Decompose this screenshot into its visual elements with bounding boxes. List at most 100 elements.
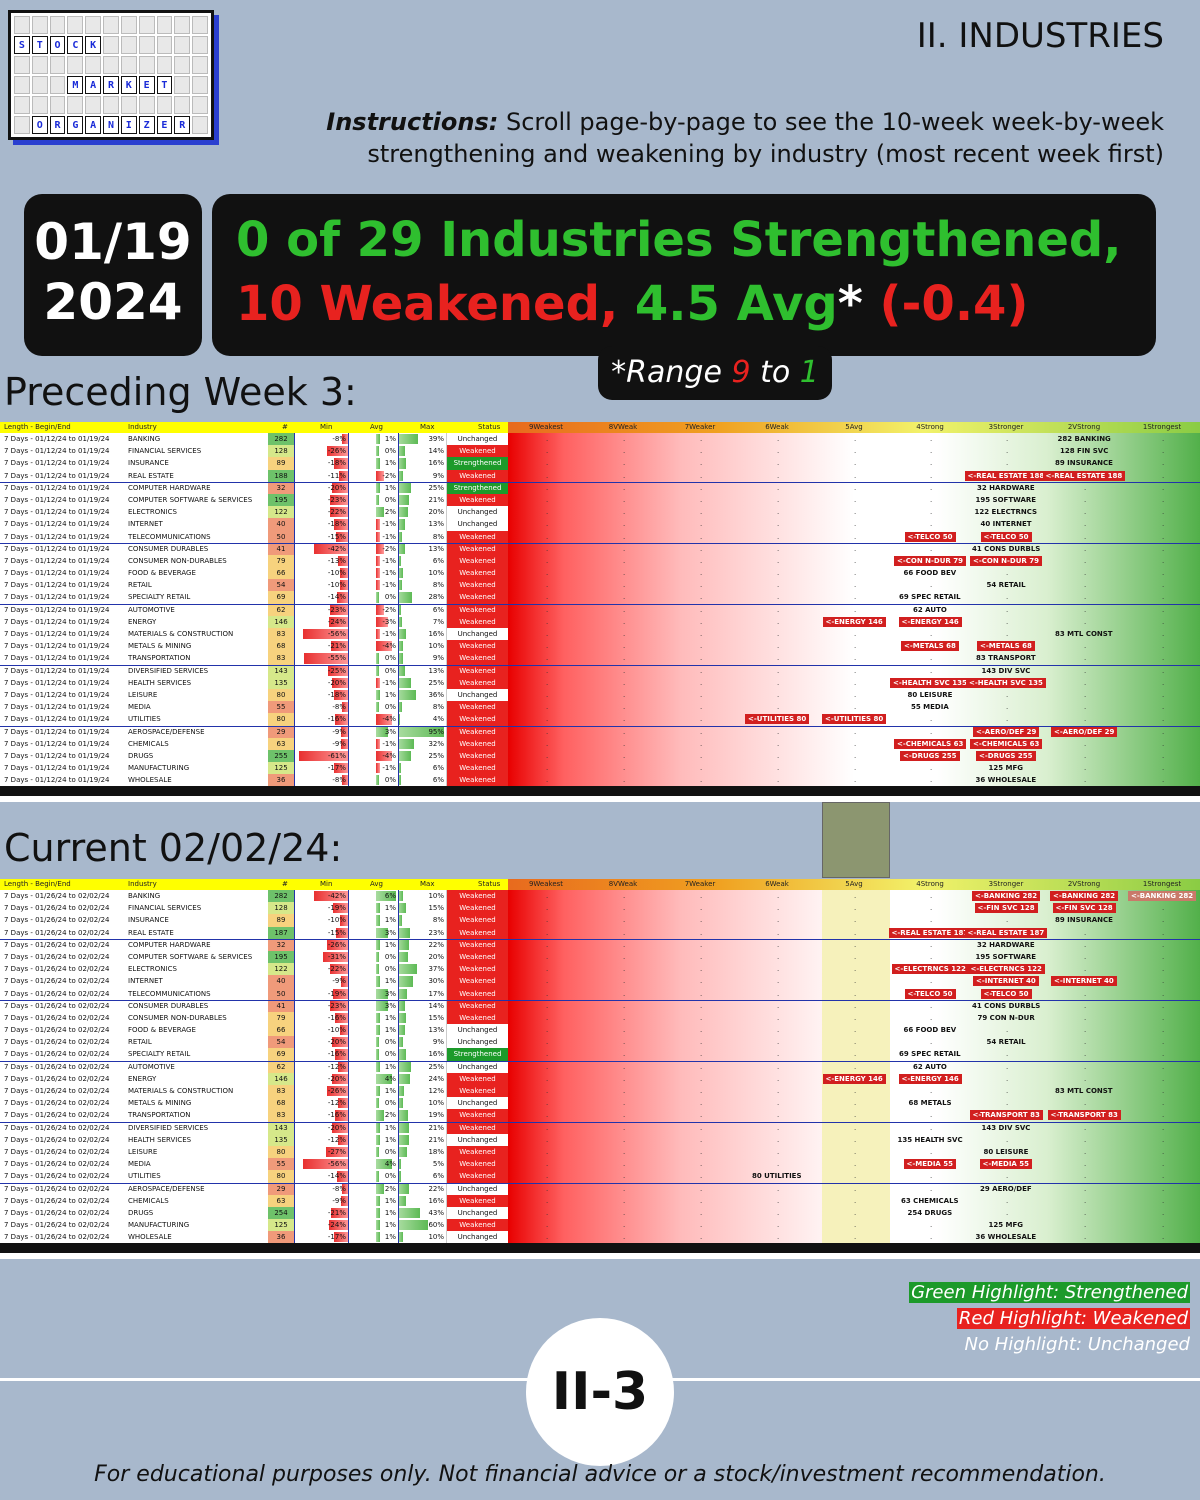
empty-rank-marker: . xyxy=(546,1087,549,1095)
group-divider xyxy=(0,1060,1200,1062)
empty-rank-marker: . xyxy=(700,776,703,785)
empty-rank-marker: . xyxy=(930,1147,933,1156)
empty-rank-marker: . xyxy=(1084,593,1087,602)
empty-rank-marker: . xyxy=(1084,1135,1087,1144)
rank-label: 83 MTL CONST xyxy=(1055,1087,1113,1095)
max-value: 22% xyxy=(428,940,444,949)
min-value: -42% xyxy=(327,544,346,553)
empty-rank-marker: . xyxy=(623,544,626,553)
empty-rank-marker: . xyxy=(854,556,857,565)
status-cell: Weakened xyxy=(446,530,508,543)
column-header: Avg xyxy=(370,880,383,888)
status-cell: Unchanged xyxy=(446,688,508,702)
max-bar xyxy=(398,1183,409,1194)
empty-rank-marker: . xyxy=(700,1013,703,1022)
status-cell: Weakened xyxy=(446,1121,508,1134)
avg-value: 1% xyxy=(384,1208,396,1217)
empty-rank-marker: . xyxy=(854,605,857,614)
column-header: # xyxy=(282,423,288,431)
empty-rank-marker: . xyxy=(700,666,703,675)
avg-value: 0% xyxy=(384,776,396,785)
avg-bar xyxy=(376,555,380,567)
avg-cell: 0% xyxy=(348,1097,398,1109)
min-cell: -56% xyxy=(294,628,348,640)
rank-label: 282 BANKING xyxy=(1057,435,1111,443)
industry-cell: FOOD & BEVERAGE xyxy=(128,1026,196,1035)
count-cell: 146 xyxy=(268,1072,294,1085)
empty-rank-marker: . xyxy=(1006,916,1009,925)
industry-cell: TELECOMMUNICATIONS xyxy=(128,989,211,998)
avg-bar xyxy=(376,988,388,999)
empty-rank-marker: . xyxy=(1084,654,1087,663)
empty-rank-marker: . xyxy=(700,581,703,590)
empty-rank-marker: . xyxy=(1006,1208,1009,1217)
avg-value: 1% xyxy=(384,1123,396,1132)
avg-value: 1% xyxy=(384,904,396,913)
status-cell: Weakened xyxy=(446,926,508,939)
max-cell: 21% xyxy=(398,1134,446,1146)
status-cell: Unchanged xyxy=(446,518,508,531)
empty-rank-marker: . xyxy=(1162,928,1165,937)
min-value: -10% xyxy=(327,581,346,590)
empty-rank-marker: . xyxy=(1084,703,1087,712)
table-row: 7 Days - 01/12/24 to 01/19/24 COMPUTER HA… xyxy=(0,481,1200,494)
table-row: 7 Days - 01/12/24 to 01/19/24 FOOD & BEVE… xyxy=(0,567,1200,580)
min-value: -26% xyxy=(327,940,346,949)
avg-value: 0% xyxy=(384,952,396,961)
table-row: 7 Days - 01/12/24 to 01/19/24 DRUGS 255 -61… xyxy=(0,749,1200,763)
period-cell: 7 Days - 01/26/24 to 02/02/24 xyxy=(4,916,110,925)
logo-letter-cell xyxy=(174,56,191,74)
max-cell: 21% xyxy=(398,494,446,506)
table-row: 7 Days - 01/12/24 to 01/19/24 AUTOMOTIVE 6… xyxy=(0,603,1200,616)
max-cell: 30% xyxy=(398,975,446,987)
min-value: -13% xyxy=(327,556,346,565)
avg-value: 1% xyxy=(384,1221,396,1230)
empty-rank-marker: . xyxy=(1162,1221,1165,1230)
rank-move-tag: <-TELCO 50 xyxy=(904,988,956,999)
industry-cell: HEALTH SERVICES xyxy=(128,678,192,687)
status-cell: Unchanged xyxy=(446,1060,508,1073)
min-bar xyxy=(299,750,348,762)
empty-rank-marker: . xyxy=(930,1123,933,1132)
max-value: 6% xyxy=(432,1172,444,1181)
status-cell: Weakened xyxy=(446,554,508,568)
empty-rank-marker: . xyxy=(1006,447,1009,456)
table-row: 7 Days - 01/26/24 to 02/02/24 MATERIALS &… xyxy=(0,1085,1200,1098)
empty-rank-marker: . xyxy=(546,892,549,900)
rank-move-tag: <-UTILITIES 80 xyxy=(822,714,887,725)
column-divider xyxy=(348,433,349,787)
min-value: -12% xyxy=(327,1099,346,1108)
empty-rank-marker: . xyxy=(777,630,780,638)
period-cell: 7 Days - 01/26/24 to 02/02/24 xyxy=(4,1087,110,1095)
max-bar xyxy=(398,580,402,591)
empty-rank-marker: . xyxy=(1162,654,1165,663)
empty-rank-marker: . xyxy=(930,1111,933,1120)
empty-rank-marker: . xyxy=(777,727,780,736)
industry-cell: MEDIA xyxy=(128,703,151,712)
min-cell: -23% xyxy=(294,1000,348,1012)
avg-bar xyxy=(376,507,384,518)
max-cell: 8% xyxy=(398,579,446,591)
status-cell: Weakened xyxy=(446,1194,508,1207)
max-bar xyxy=(398,1220,428,1231)
count-cell: 40 xyxy=(268,975,294,988)
empty-rank-marker: . xyxy=(546,1038,549,1047)
min-cell: -23% xyxy=(294,494,348,506)
empty-rank-marker: . xyxy=(623,532,626,541)
empty-rank-marker: . xyxy=(930,654,933,663)
min-bar xyxy=(328,665,348,676)
min-cell: -13% xyxy=(294,555,348,567)
industry-cell: CONSUMER DURABLES xyxy=(128,544,209,553)
table-row: 7 Days - 01/26/24 to 02/02/24 FINANCIAL S… xyxy=(0,902,1200,915)
period-cell: 7 Days - 01/12/24 to 01/19/24 xyxy=(4,544,110,553)
logo-letter-cell xyxy=(67,56,84,74)
avg-bar xyxy=(376,726,388,737)
avg-value: 1% xyxy=(384,1087,396,1095)
avg-bar xyxy=(376,1183,384,1194)
period-cell: 7 Days - 01/26/24 to 02/02/24 xyxy=(4,1123,110,1132)
date-line1: 01/19 xyxy=(34,213,192,271)
status-cell: Weakened xyxy=(446,1158,508,1171)
max-value: 8% xyxy=(432,703,444,712)
table-row: 7 Days - 01/26/24 to 02/02/24 INSURANCE 89… xyxy=(0,914,1200,927)
